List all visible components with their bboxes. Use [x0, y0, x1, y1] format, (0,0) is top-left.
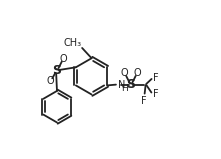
Text: CH₃: CH₃ [63, 38, 81, 48]
Text: S: S [52, 64, 61, 77]
Text: O: O [47, 76, 54, 86]
Text: F: F [153, 89, 158, 99]
Text: O: O [60, 54, 67, 64]
Text: N: N [118, 80, 125, 90]
Text: O: O [134, 68, 141, 78]
Text: F: F [141, 96, 147, 106]
Text: S: S [126, 78, 135, 91]
Text: F: F [153, 73, 158, 83]
Text: O: O [120, 68, 128, 78]
Text: H: H [122, 84, 128, 93]
